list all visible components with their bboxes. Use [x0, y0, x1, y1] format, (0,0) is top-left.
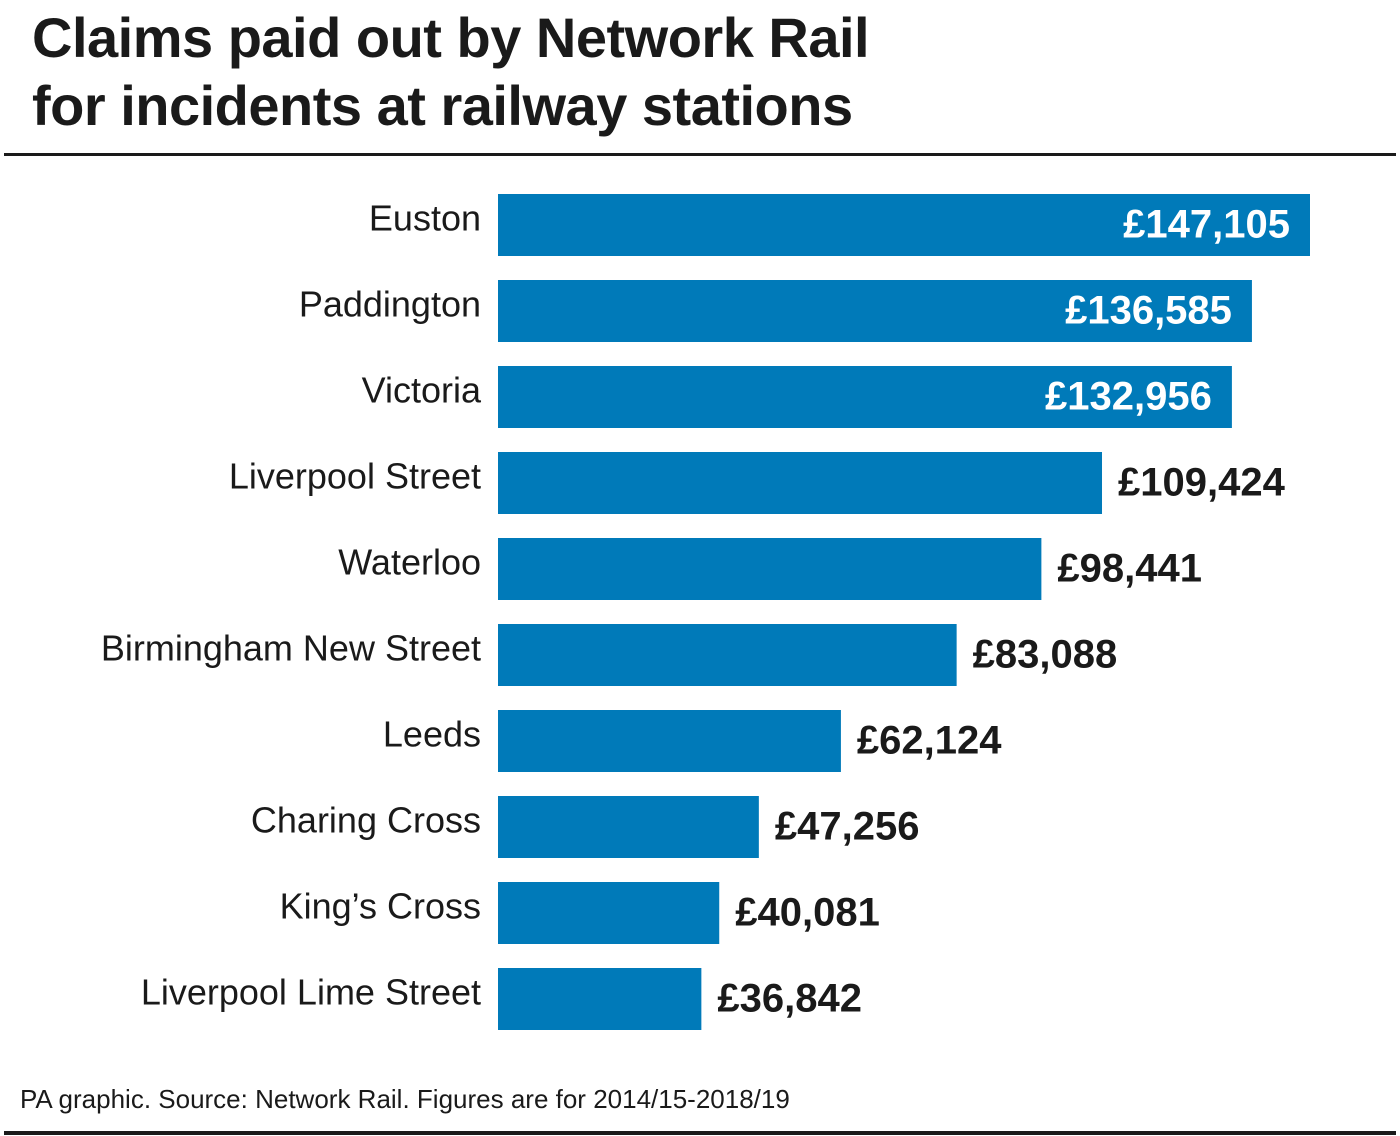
bar [498, 280, 1252, 342]
category-label: Liverpool Lime Street [141, 972, 481, 1013]
category-label: King’s Cross [280, 886, 481, 927]
category-label: Waterloo [338, 542, 481, 583]
value-label: £47,256 [775, 805, 920, 849]
value-label: £109,424 [1118, 461, 1286, 505]
category-label: Euston [369, 198, 481, 239]
bar [498, 452, 1103, 514]
bar-chart: Euston £147,105 Paddington £136,585 Victoria… [101, 194, 1310, 1030]
category-label: Liverpool Street [229, 456, 481, 497]
value-label: £36,842 [717, 977, 862, 1021]
bar [498, 968, 702, 1030]
value-label: £132,956 [1045, 375, 1212, 419]
category-label: Leeds [383, 714, 481, 755]
category-label: Charing Cross [251, 800, 481, 841]
top-divider [4, 153, 1396, 156]
value-label: £62,124 [857, 719, 1002, 763]
bar [498, 194, 1310, 256]
source-note: PA graphic. Source: Network Rail. Figure… [20, 1084, 790, 1114]
bar [498, 624, 957, 686]
chart-title-line-2: for incidents at railway stations [32, 74, 853, 137]
bar [498, 366, 1232, 428]
value-label: £136,585 [1065, 289, 1232, 333]
category-label: Paddington [299, 284, 481, 325]
value-label: £147,105 [1123, 203, 1290, 247]
category-label: Birmingham New Street [101, 628, 481, 669]
value-label: £83,088 [973, 633, 1118, 677]
category-label: Victoria [362, 370, 482, 411]
bottom-divider [4, 1131, 1396, 1135]
bar [498, 882, 720, 944]
value-label: £40,081 [735, 891, 880, 935]
chart-title: Claims paid out by Network Rail for inci… [32, 4, 1372, 140]
bar [498, 710, 841, 772]
chart-title-line-1: Claims paid out by Network Rail [32, 6, 870, 69]
value-label: £98,441 [1057, 547, 1202, 591]
bar [498, 796, 759, 858]
bar [498, 538, 1042, 600]
